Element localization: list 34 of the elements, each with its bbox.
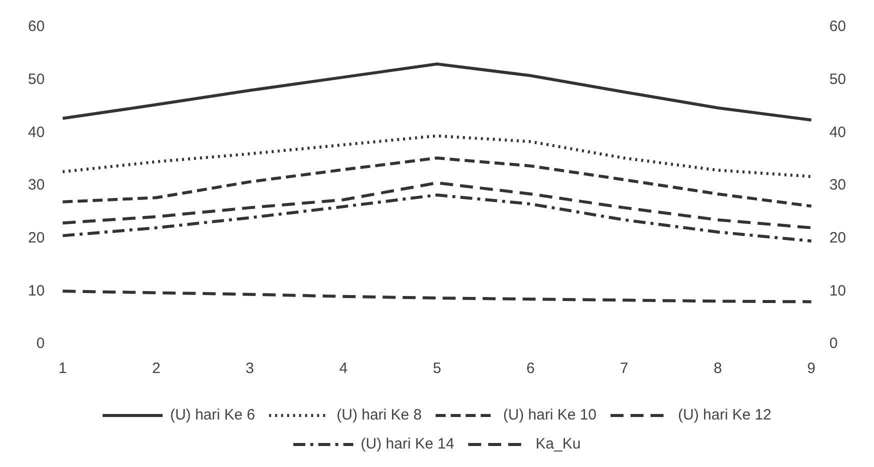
y2-tick-label: 50 [829, 70, 846, 88]
legend-label: (U) hari Ke 14 [360, 436, 454, 453]
line-series [61, 181, 813, 230]
y2-tick-label: 20 [829, 229, 846, 246]
line-series [61, 290, 813, 304]
y-tick-label: 40 [28, 124, 45, 141]
legend-label: (U) hari Ke 12 [678, 406, 772, 424]
y-tick-label: 30 [28, 176, 45, 194]
x-tick-label: 5 [432, 360, 442, 378]
y-tick-label: 50 [28, 70, 45, 88]
x-tick-label: 7 [620, 360, 628, 378]
y2-tick-label: 60 [829, 18, 846, 36]
line-series [61, 134, 813, 178]
x-tick-label: 6 [526, 360, 535, 378]
legend-label: (U) hari Ke 10 [503, 406, 597, 424]
legend-label: Ka_Ku [536, 436, 581, 453]
y2-tick-label: 10 [829, 282, 846, 300]
line-series [61, 194, 813, 242]
x-tick-label: 3 [246, 360, 254, 378]
y2-tick-label: 0 [829, 335, 838, 352]
y-tick-label: 20 [28, 229, 45, 246]
y-tick-label: 0 [36, 335, 45, 352]
x-tick-label: 8 [714, 360, 722, 378]
x-tick-label: 2 [152, 360, 160, 378]
y-tick-label: 60 [28, 18, 45, 36]
y2-tick-label: 40 [829, 124, 846, 141]
legend-label: (U) hari Ke 8 [336, 406, 422, 424]
x-tick-label: 4 [339, 360, 348, 378]
legend-label: (U) hari Ke 6 [170, 406, 256, 424]
x-tick-label: 9 [807, 360, 816, 378]
line-series [61, 156, 813, 208]
x-tick-label: 1 [58, 360, 67, 378]
y2-tick-label: 30 [829, 176, 846, 194]
y-tick-label: 10 [28, 282, 45, 300]
